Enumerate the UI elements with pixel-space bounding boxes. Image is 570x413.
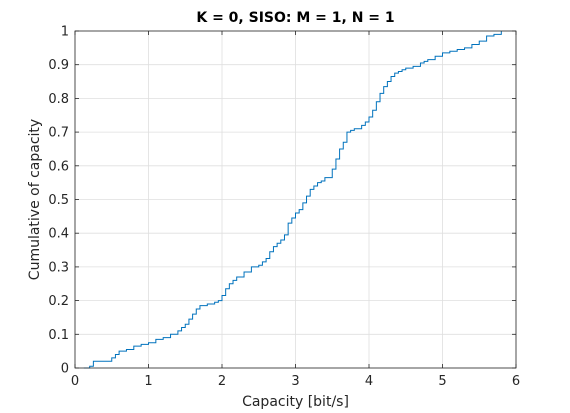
x-tick-label: 1 [144,374,152,389]
ticks: 0 1 2 3 4 5 6 0 0.1 0.2 0.3 0.4 0.5 0.6 0.7 0.8 0.9 1 [48,25,520,390]
x-tick-label: 4 [365,374,373,389]
x-tick-label: 0 [71,374,79,389]
y-tick-label: 0.1 [48,328,69,343]
y-tick-label: 0.7 [48,126,69,141]
cdf-series-line [83,31,502,369]
x-axis-label: Capacity [bit/s] [242,394,349,410]
y-tick-label: 0.6 [48,159,69,174]
series-layer [83,31,502,369]
x-tick-label: 2 [218,374,226,389]
x-tick-label: 3 [291,374,299,389]
x-tick-label: 6 [512,374,520,389]
y-tick-label: 0.2 [48,294,69,309]
y-axis-label: Cumulative of capacity [27,119,43,280]
chart-title: K = 0, SISO: M = 1, N = 1 [196,10,394,26]
y-tick-label: 0 [61,362,69,377]
y-tick-label: 0.5 [48,193,69,208]
y-tick-label: 1 [61,25,69,40]
y-tick-label: 0.8 [48,92,69,107]
x-tick-label: 5 [438,374,446,389]
y-tick-label: 0.9 [48,58,69,73]
y-tick-label: 0.4 [48,227,69,242]
y-tick-label: 0.3 [48,260,69,275]
